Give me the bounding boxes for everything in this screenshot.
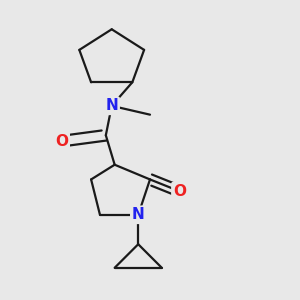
Text: O: O: [55, 134, 68, 149]
Text: O: O: [173, 184, 186, 199]
Text: N: N: [105, 98, 118, 113]
Text: N: N: [132, 207, 145, 222]
